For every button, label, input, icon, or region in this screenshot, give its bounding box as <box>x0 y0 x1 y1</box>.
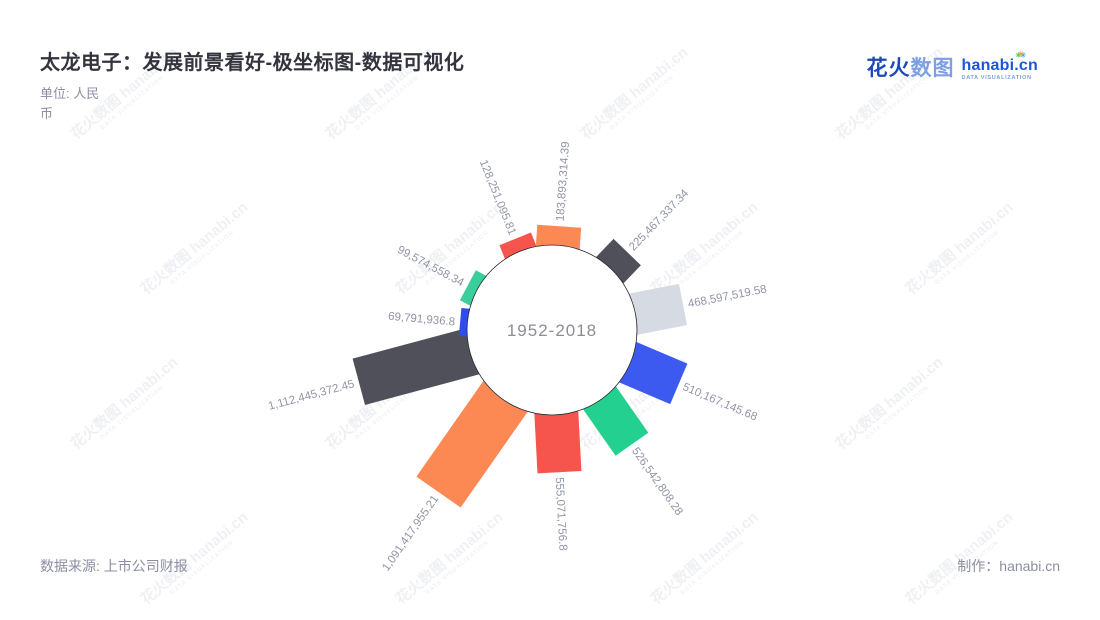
polar-inner-circle <box>466 244 638 416</box>
bar-value-label: 69,791,936.8 <box>388 311 456 329</box>
bar-value-label: 183,893,314.39 <box>555 141 573 222</box>
logo-cn-text: 花火数图 <box>866 57 955 80</box>
credit-label: 制作：hanabi.cn <box>957 558 1060 574</box>
bar-value-label: 99,574,558.34 <box>395 244 466 289</box>
polar-bar-segment[interactable] <box>533 399 582 474</box>
bar-value-label: 526,542,808.28 <box>629 445 685 517</box>
hanabi-logo: 花火数图 hanabi.cn ✳ DATA VISUALIZATION <box>866 50 1038 82</box>
unit-label: 单位: 人民币 <box>40 86 100 121</box>
spark-icon: ✳ <box>1018 50 1025 59</box>
polar-bar-segment[interactable] <box>587 238 641 293</box>
bar-value-label: 225,467,337.34 <box>627 187 692 253</box>
bar-value-label: 468,597,519.58 <box>687 283 768 310</box>
polar-bar-segment[interactable] <box>416 372 534 508</box>
bar-value-label: 555,071,756.8 <box>553 477 569 551</box>
bar-value-label: 510,167,145.68 <box>681 381 759 423</box>
bar-value-label: 1,091,417,955.21 <box>380 493 441 573</box>
page-title: 太龙电子：发展前景看好-极坐标图-数据可视化 <box>40 52 465 74</box>
center-period-label: 1952-2018 <box>507 321 597 340</box>
bar-value-label: 1,112,445,372.45 <box>267 378 356 413</box>
logo-en-text: hanabi.cn ✳ <box>961 50 1038 74</box>
bar-value-label: 128,251,095.81 <box>477 158 518 237</box>
logo-subtitle: DATA VISUALIZATION <box>961 75 1032 81</box>
data-source-label: 数据来源: 上市公司财报 <box>40 558 188 574</box>
polar-bar-segment[interactable] <box>352 325 490 405</box>
